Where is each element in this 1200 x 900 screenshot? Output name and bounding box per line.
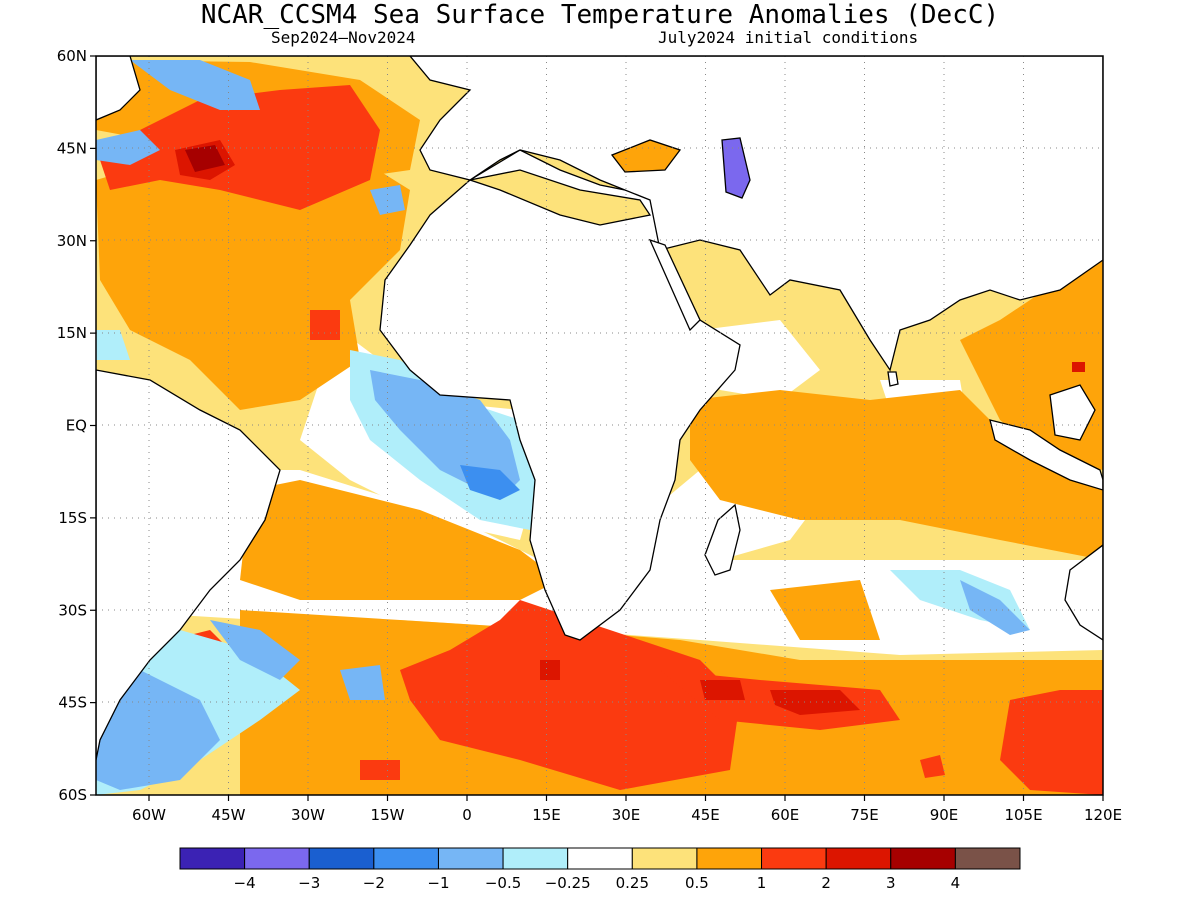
colorbar-swatch [308,847,375,870]
colorbar-swatch [954,847,1021,870]
colorbar-label: −2 [363,874,385,892]
colorbar: −4 −3 −2 −1 −0.5 −0.25 0.25 0.5 1 2 3 4 [179,847,1021,892]
colorbar-swatch [890,847,956,870]
lat-tick-label: 60N [57,47,87,65]
black-sea-outline [610,139,682,173]
colorbar-swatch [825,847,892,870]
lat-tick-label: 15N [57,324,87,342]
lon-tick-label: 60W [132,806,166,824]
initial-conditions-label: July2024 initial conditions [658,28,919,47]
colorbar-label: 2 [821,874,831,892]
colorbar-swatch [631,847,698,870]
colorbar-label: −1 [427,874,449,892]
lat-tick-label: 30N [57,232,87,250]
lat-tick-label: 45S [58,694,87,712]
eurasia-outline [409,56,1103,372]
colorbar-swatch [761,847,827,870]
lat-tick-label: 60S [58,786,87,804]
colorbar-swatch [437,847,504,870]
indonesia-outline [989,419,1103,491]
latitude-axis: 60N 45N 30N 15N EQ 15S 30S 45S 60S [57,47,96,804]
lon-tick-label: 75E [850,806,879,824]
lon-tick-label: 15E [532,806,561,824]
mediterranean-outline [467,169,652,226]
longitude-axis: 60W 45W 30W 15W 0 15E 30E 45E 60E 75E 90E 105E 120E [132,795,1122,824]
lat-tick-label: 15S [58,509,87,527]
lon-tick-label: 45W [212,806,246,824]
caspian-sea-outline [721,137,751,199]
south-america-outline [96,369,281,761]
borneo-outline [1049,384,1096,441]
map-title: NCAR_CCSM4 Sea Surface Temperature Anoma… [200,0,1000,30]
australia-outline [1064,544,1103,641]
lon-tick-label: 45E [691,806,720,824]
lon-tick-label: 15W [371,806,405,824]
colorbar-swatch [244,847,310,870]
colorbar-swatch [567,847,633,870]
colorbar-swatch [696,847,763,870]
colorbar-swatch [179,847,246,870]
colorbar-label: 4 [951,874,961,892]
lon-tick-label: 120E [1084,806,1122,824]
colorbar-swatch [502,847,569,870]
lon-tick-label: 30W [291,806,325,824]
colorbar-label: 0.25 [616,874,649,892]
sri-lanka-outline [887,371,899,387]
lon-tick-label: 0 [462,806,472,824]
red-sea-outline [648,238,701,332]
lat-tick-label: 30S [58,601,87,619]
land-masses [96,56,1103,761]
lat-tick-label: EQ [66,417,87,435]
lon-tick-label: 30E [612,806,641,824]
north-america-outline [96,56,141,121]
colorbar-label: 0.5 [685,874,709,892]
lon-tick-label: 60E [771,806,800,824]
colorbar-label: −4 [234,874,256,892]
lat-tick-label: 45N [57,139,87,157]
season-label: Sep2024–Nov2024 [271,28,416,47]
colorbar-label: −0.5 [485,874,521,892]
colorbar-label: −3 [298,874,320,892]
colorbar-label: −0.25 [545,874,591,892]
colorbar-swatch [373,847,439,870]
lon-tick-label: 90E [930,806,959,824]
colorbar-label: 3 [886,874,896,892]
lon-tick-label: 105E [1004,806,1042,824]
colorbar-label: 1 [757,874,767,892]
